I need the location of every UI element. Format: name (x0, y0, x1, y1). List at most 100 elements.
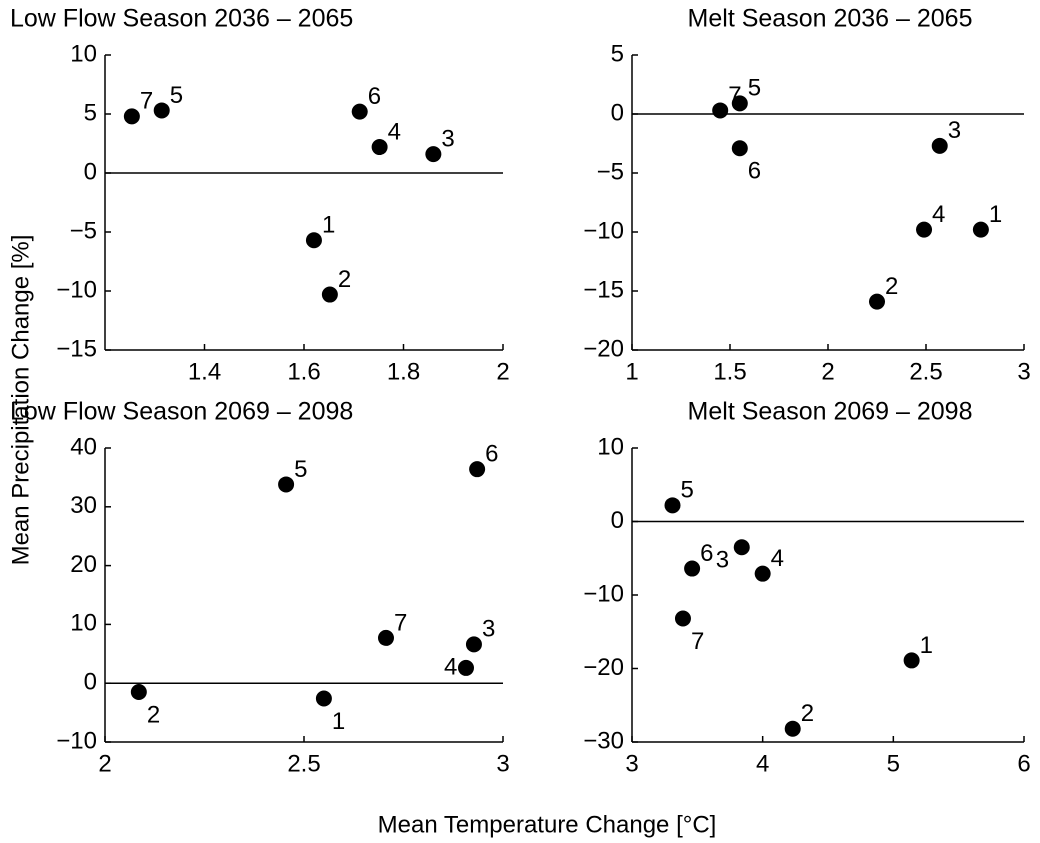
point-label: 1 (332, 708, 345, 735)
point-label: 6 (700, 540, 713, 567)
point (712, 102, 729, 119)
y-tick-label: −20 (583, 654, 624, 681)
point (784, 720, 801, 737)
y-tick-label: −5 (70, 217, 97, 244)
y-tick-label: −30 (583, 727, 624, 754)
point (674, 610, 691, 627)
point-label: 3 (948, 117, 961, 144)
x-tick-label: 2 (496, 358, 509, 385)
point (733, 539, 750, 556)
y-tick-label: 10 (70, 610, 97, 637)
y-tick-label: −10 (56, 727, 97, 754)
y-tick-label: 40 (70, 433, 97, 460)
point-label: 1 (920, 632, 933, 659)
y-tick-label: −15 (583, 276, 624, 303)
x-tick-label: 2.5 (287, 750, 320, 777)
point (351, 103, 368, 120)
x-tick-label: 1.4 (188, 358, 221, 385)
point (371, 139, 388, 156)
point (869, 293, 885, 310)
point-label: 6 (485, 441, 498, 468)
y-tick-label: −20 (583, 335, 624, 362)
y-tick-label: 0 (84, 669, 97, 696)
x-tick-label: 3 (496, 750, 509, 777)
x-tick-label: 2 (821, 358, 834, 385)
point (425, 146, 442, 163)
point (664, 497, 681, 514)
point (315, 690, 332, 707)
panel-title: Melt Season 2069 – 2098 (688, 398, 973, 426)
point (972, 221, 989, 238)
point (130, 684, 147, 701)
point-label: 7 (394, 609, 407, 636)
point (278, 476, 295, 493)
point-label: 3 (716, 547, 729, 574)
y-axis-label: Mean Precipitation Change [%] (7, 235, 34, 566)
point-label: 2 (147, 701, 160, 728)
y-tick-label: 10 (70, 40, 97, 67)
y-tick-label: 0 (84, 158, 97, 185)
point (377, 629, 394, 646)
point-label: 5 (748, 75, 761, 102)
point-label: 2 (885, 273, 898, 300)
point-label: 4 (932, 201, 945, 228)
x-tick-label: 1.6 (287, 358, 320, 385)
x-tick-label: 2 (98, 750, 111, 777)
x-tick-label: 6 (1017, 750, 1030, 777)
y-tick-label: −10 (56, 276, 97, 303)
point (754, 565, 771, 582)
y-tick-label: −15 (56, 335, 97, 362)
point (457, 659, 474, 676)
point-label: 3 (482, 616, 495, 643)
point (684, 560, 701, 577)
point (321, 286, 338, 303)
y-tick-label: 10 (597, 433, 624, 460)
point (153, 102, 170, 119)
y-tick-label: −5 (597, 158, 624, 185)
point (305, 232, 322, 249)
panel-title: Melt Season 2036 – 2065 (688, 5, 973, 33)
x-tick-label: 3 (625, 750, 638, 777)
point (931, 137, 948, 154)
y-tick-label: −10 (583, 580, 624, 607)
point-label: 5 (681, 477, 694, 504)
x-tick-label: 1.5 (713, 358, 746, 385)
y-tick-label: 5 (611, 40, 624, 67)
point (916, 221, 933, 238)
y-tick-label: 0 (611, 99, 624, 126)
point-label: 1 (989, 201, 1002, 228)
point-label: 4 (771, 545, 784, 572)
x-axis-label: Mean Temperature Change [°C] (378, 811, 717, 838)
y-tick-label: 0 (611, 507, 624, 534)
x-tick-label: 5 (887, 750, 900, 777)
x-tick-label: 1.8 (387, 358, 420, 385)
x-tick-label: 2.5 (909, 358, 942, 385)
point-label: 7 (691, 628, 704, 655)
y-tick-label: −10 (583, 217, 624, 244)
point-label: 5 (294, 456, 307, 483)
point-label: 2 (801, 700, 814, 727)
panel-title: Low Flow Season 2069 – 2098 (10, 398, 353, 426)
y-tick-label: 30 (70, 492, 97, 519)
panel-title: Low Flow Season 2036 – 2065 (10, 5, 353, 33)
point (731, 140, 748, 157)
point (903, 652, 920, 669)
point (469, 461, 486, 478)
point-label: 4 (444, 653, 457, 680)
point-label: 3 (441, 125, 454, 152)
y-tick-label: 5 (84, 99, 97, 126)
point-label: 2 (338, 266, 351, 293)
x-tick-label: 1 (625, 358, 638, 385)
point-label: 6 (368, 83, 381, 110)
x-tick-label: 4 (756, 750, 769, 777)
point-label: 5 (170, 82, 183, 109)
point (465, 636, 482, 653)
point (731, 95, 748, 112)
point-label: 7 (140, 88, 153, 115)
point (123, 108, 140, 125)
point-label: 4 (388, 118, 401, 145)
y-tick-label: 20 (70, 551, 97, 578)
x-tick-label: 3 (1017, 358, 1030, 385)
point-label: 1 (322, 212, 335, 239)
